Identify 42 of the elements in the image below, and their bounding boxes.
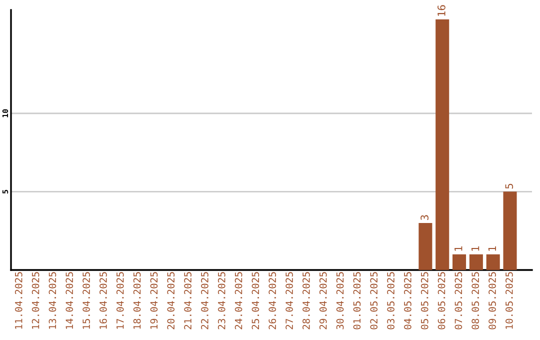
data-label: 1 — [454, 246, 462, 251]
x-tick-label: 07.05.2025 — [454, 272, 462, 330]
x-tick-label: 04.05.2025 — [404, 272, 412, 330]
x-tick-label: 11.04.2025 — [14, 272, 22, 329]
data-label: 1 — [471, 246, 480, 251]
x-tick-label: 17.04.2025 — [116, 272, 124, 329]
x-tick-label: 01.05.2025 — [353, 272, 361, 330]
data-label: 1 — [488, 246, 496, 251]
x-tick-label: 24.04.2025 — [234, 272, 242, 330]
x-tick-label: 30.04.2025 — [336, 272, 344, 330]
x-tick-label: 15.04.2025 — [82, 272, 90, 329]
x-tick-label: 02.05.2025 — [370, 272, 378, 330]
x-tick-label: 10.05.2025 — [506, 272, 513, 329]
x-tick-label: 16.04.2025 — [100, 272, 107, 329]
data-label: 3 — [420, 215, 428, 220]
x-tick-label: 19.04.2025 — [150, 272, 158, 329]
x-tick-label: 03.05.2025 — [387, 272, 394, 330]
x-tick-label: 09.05.2025 — [488, 272, 496, 330]
x-tick-label: 21.04.2025 — [184, 272, 192, 330]
x-tick-label: 20.04.2025 — [167, 272, 175, 330]
x-tick-label: 08.05.2025 — [472, 272, 480, 330]
bar — [418, 223, 432, 270]
bar — [452, 254, 466, 270]
bar — [469, 254, 483, 270]
x-tick-label: 25.04.2025 — [252, 272, 260, 330]
x-tick-label: 14.04.2025 — [66, 272, 74, 329]
bar — [436, 19, 450, 270]
x-tick-label: 06.05.2025 — [438, 272, 446, 330]
x-tick-label: 18.04.2025 — [133, 272, 141, 329]
x-tick-label: 22.04.2025 — [201, 272, 208, 330]
bar — [503, 192, 517, 270]
x-tick-label: 26.04.2025 — [268, 272, 276, 330]
x-tick-label: 28.04.2025 — [302, 272, 310, 330]
x-tick-label: 23.04.2025 — [218, 272, 226, 330]
data-label: 16 — [438, 5, 446, 16]
x-tick-label: 12.04.2025 — [32, 272, 40, 329]
bar — [486, 254, 500, 270]
x-tick-label: 05.05.2025 — [420, 272, 428, 330]
data-label: 5 — [505, 184, 514, 189]
x-tick-label: 29.04.2025 — [319, 272, 327, 330]
x-tick-label: 27.04.2025 — [286, 272, 293, 330]
x-tick-label: 13.04.2025 — [48, 272, 56, 329]
